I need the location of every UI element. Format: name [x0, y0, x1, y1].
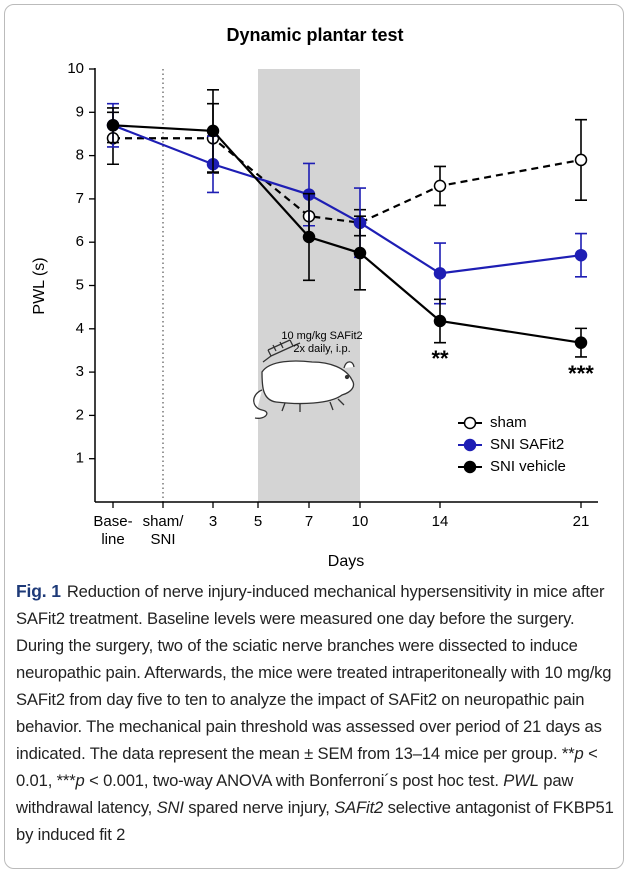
- x-tick-label: 10: [352, 513, 369, 530]
- caption-text: paw withdrawal latency,: [16, 771, 574, 817]
- y-tick-label: 6: [76, 233, 84, 250]
- chart-title: Dynamic plantar test: [226, 25, 403, 45]
- y-tick-label: 9: [76, 103, 84, 120]
- y-tick-label: 5: [76, 276, 84, 293]
- chart: Dynamic plantar test PWL (s) Days 10 mg/…: [31, 25, 598, 570]
- x-tick-label: 14: [432, 513, 449, 530]
- caption-text: selective antagonist of FKBP51 by induce…: [16, 798, 614, 844]
- figure-caption: Fig. 1 Reduction of nerve injury-induced …: [16, 578, 618, 848]
- data-point: [433, 314, 447, 328]
- series-line: [113, 137, 582, 224]
- x-axis-label: Days: [328, 553, 364, 570]
- significance: **: [431, 346, 449, 371]
- data-point: [302, 230, 316, 244]
- mouse-icon: [253, 339, 355, 419]
- legend-label: SNI vehicle: [490, 458, 566, 475]
- y-axis-label: PWL (s): [31, 257, 48, 314]
- caption-text: SNI: [156, 798, 184, 817]
- caption-text: PWL: [503, 771, 539, 790]
- x-tick-label: Base-line: [93, 513, 132, 548]
- caption-text: spared nerve injury,: [183, 798, 335, 817]
- significance: ***: [568, 361, 594, 386]
- x-tick-label: sham/SNI: [143, 513, 185, 548]
- y-tick-label: 2: [76, 406, 84, 423]
- data-point: [433, 179, 447, 193]
- icon-label: 2x daily, i.p.: [293, 343, 350, 355]
- series-line: [112, 124, 582, 344]
- data-point: [106, 119, 120, 132]
- series-line: [112, 124, 582, 275]
- treatment-shade: [258, 69, 360, 502]
- legend-marker: [463, 416, 477, 430]
- x-tick-label: 21: [573, 513, 590, 530]
- caption-text: p: [75, 771, 85, 790]
- icon-label: 10 mg/kg SAFit2: [281, 330, 362, 342]
- caption-text: Reduction of nerve injury-induced mechan…: [16, 582, 612, 763]
- y-tick-label: 4: [76, 320, 84, 337]
- legend-marker: [463, 460, 477, 474]
- y-tick-label: 8: [76, 147, 84, 164]
- x-tick-label: 5: [254, 513, 262, 530]
- legend-marker: [463, 438, 477, 452]
- caption-text: p: [574, 744, 584, 763]
- y-tick-label: 3: [76, 363, 84, 380]
- caption-text: < 0.01, ***: [16, 744, 598, 790]
- data-point: [574, 336, 588, 349]
- data-point: [433, 267, 447, 280]
- caption-label: Fig. 1: [16, 581, 61, 601]
- x-tick-label: 7: [305, 513, 313, 530]
- legend-label: SNI SAFit2: [490, 436, 564, 453]
- caption-text: < 0.001, two-way ANOVA with Bonferroni´s…: [84, 771, 504, 790]
- data-point: [574, 153, 588, 167]
- y-tick-label: 7: [76, 190, 84, 207]
- caption-text: SAFit2: [334, 798, 384, 817]
- data-point: [353, 246, 367, 260]
- y-tick-label: 1: [76, 450, 84, 467]
- data-point: [206, 124, 220, 138]
- y-tick-label: 10: [67, 60, 84, 77]
- data-point: [574, 248, 588, 262]
- figure-frame: [4, 4, 624, 869]
- x-tick-label: 3: [209, 513, 217, 530]
- legend-label: sham: [490, 414, 527, 431]
